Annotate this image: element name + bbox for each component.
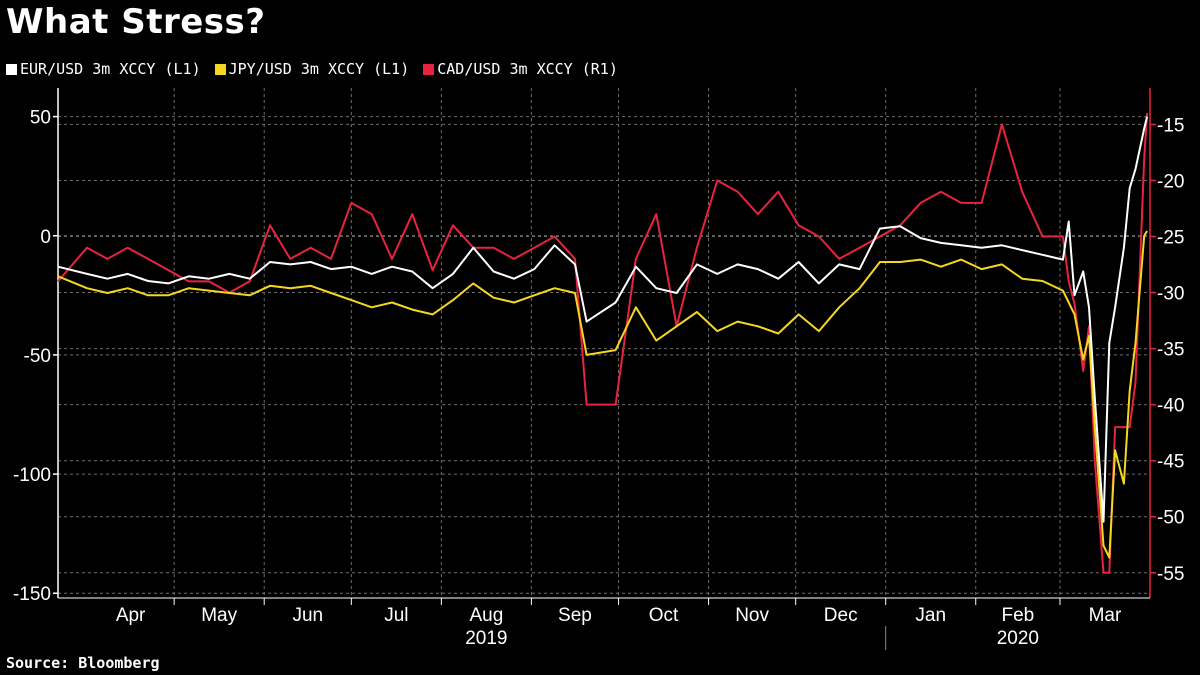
right-tick-label--55: -55 [1157, 564, 1184, 585]
left-tick-label-50: 50 [30, 108, 51, 129]
legend-swatch-jpy [214, 63, 226, 75]
legend-item-jpy: JPY/USD 3m XCCY (L1) [214, 60, 410, 78]
source-note: Source: Bloomberg [6, 654, 160, 672]
right-tick-label--15: -15 [1157, 115, 1184, 136]
month-label-Apr: Apr [116, 605, 146, 626]
month-label-Sep: Sep [558, 605, 592, 626]
series-line-eur [57, 116, 1149, 523]
legend-label-cad: CAD/USD 3m XCCY (R1) [437, 60, 618, 78]
series-line-cad [57, 113, 1149, 574]
left-tick-label--150: -150 [13, 584, 51, 605]
chart-title: What Stress? [6, 2, 266, 42]
series [57, 113, 1149, 574]
legend-item-cad: CAD/USD 3m XCCY (R1) [423, 60, 618, 78]
month-label-Jun: Jun [292, 605, 323, 626]
right-tick-label--45: -45 [1157, 452, 1184, 473]
right-tick-label--35: -35 [1157, 340, 1184, 361]
month-label-Aug: Aug [469, 605, 503, 626]
month-label-May: May [201, 605, 237, 626]
legend-swatch-eur [6, 63, 17, 75]
right-tick-label--40: -40 [1157, 396, 1184, 417]
right-tick-label--20: -20 [1157, 171, 1184, 192]
month-label-Mar: Mar [1089, 605, 1122, 626]
legend-item-eur: EUR/USD 3m XCCY (L1) [6, 60, 201, 78]
legend-label-jpy: JPY/USD 3m XCCY (L1) [228, 60, 410, 78]
month-label-Dec: Dec [824, 605, 858, 626]
right-tick-label--50: -50 [1157, 508, 1184, 529]
axes: 50 0 -50 -100 -150 -15 -20 -25 -30 -35 -40 -45 -50 -5… [13, 88, 1184, 650]
month-label-Jan: Jan [915, 605, 946, 626]
legend-label-eur: EUR/USD 3m XCCY (L1) [20, 60, 201, 78]
legend: EUR/USD 3m XCCY (L1) JPY/USD 3m XCCY (L1… [6, 60, 618, 78]
year-label-2019: 2019 [465, 628, 507, 649]
left-tick-label-0: 0 [40, 227, 51, 248]
month-label-Oct: Oct [649, 605, 679, 626]
grid [58, 88, 1150, 598]
legend-swatch-cad [423, 63, 435, 75]
month-label-Nov: Nov [735, 605, 769, 626]
right-tick-label--30: -30 [1157, 284, 1184, 305]
year-label-2020: 2020 [997, 628, 1039, 649]
month-label-Feb: Feb [1001, 605, 1034, 626]
month-label-Jul: Jul [384, 605, 408, 626]
left-tick-label--100: -100 [13, 465, 51, 486]
series-line-jpy [57, 230, 1148, 559]
left-tick-label--50: -50 [24, 346, 51, 367]
right-tick-label--25: -25 [1157, 228, 1184, 249]
